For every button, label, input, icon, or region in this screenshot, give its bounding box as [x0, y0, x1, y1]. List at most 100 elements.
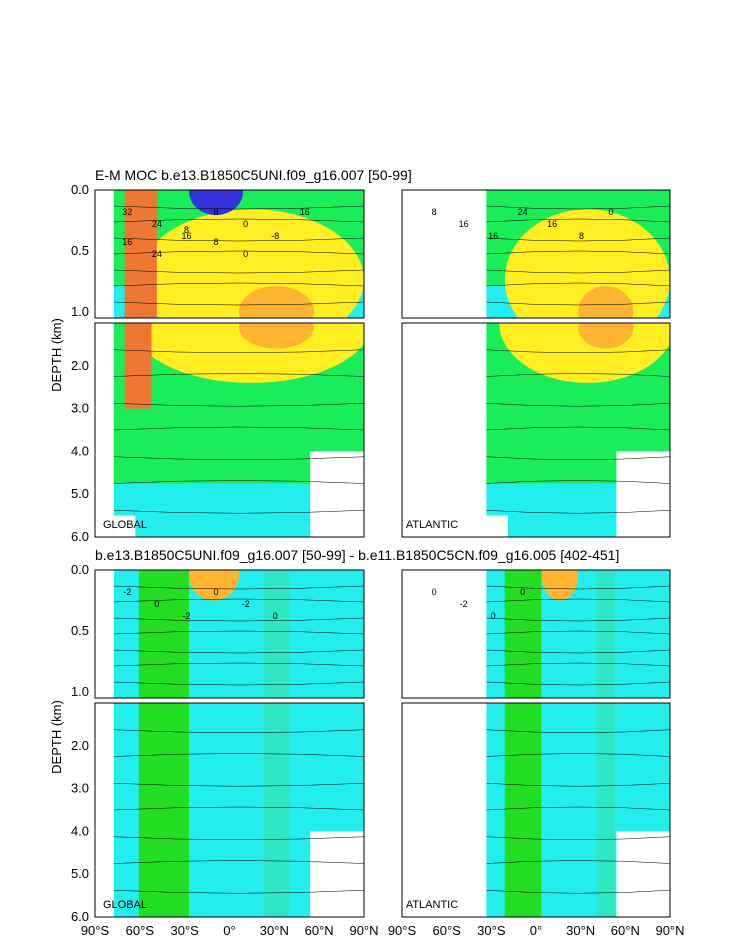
- y-tick-label: 1.0: [71, 684, 89, 699]
- contour-line: [113, 426, 364, 431]
- x-tick-label: 60°N: [611, 923, 640, 938]
- contour-label: 24: [518, 207, 528, 217]
- panel-frame: [401, 322, 671, 538]
- contour-label: 16: [459, 219, 469, 229]
- panel-frame: [94, 702, 365, 918]
- contour-line: [113, 860, 364, 864]
- y-tick-label: 1.0: [71, 304, 89, 319]
- subpanel-u: 0.0 0.5 1.0: [71, 562, 365, 699]
- contour-label: 8: [214, 207, 219, 217]
- field-orange: [541, 570, 579, 601]
- contour-label: 16: [122, 237, 132, 247]
- contour-label: 24: [152, 249, 162, 259]
- contour-label: 8: [579, 231, 584, 241]
- contour-label: 0: [154, 599, 159, 609]
- region-label: GLOBAL: [103, 899, 147, 911]
- subpanel-l: 2.0 3.0 4.0 5.0 6.0: [71, 702, 365, 924]
- contour-label: 16: [181, 231, 191, 241]
- contour-label: 16: [488, 231, 498, 241]
- contour-line: [486, 426, 670, 431]
- field-orange: [578, 323, 634, 349]
- bathymetry: [616, 831, 670, 917]
- panel-top-atlantic: ATLANTIC 8 16 16 24 16 8 0: [401, 189, 671, 538]
- contour-line: [486, 860, 670, 864]
- y-tick-label: 0.0: [71, 182, 89, 197]
- contour-line: [113, 649, 364, 654]
- bathymetry: [616, 451, 670, 537]
- field-yellow: [138, 209, 364, 318]
- contour-line: [486, 630, 670, 635]
- contour-line: [113, 598, 364, 603]
- field-orange: [238, 286, 314, 318]
- contour-line: [113, 729, 364, 733]
- y-tick-label: 3.0: [71, 401, 89, 416]
- region-label: ATLANTIC: [406, 899, 458, 911]
- contour-line: [486, 729, 670, 733]
- contour-line: [113, 349, 364, 353]
- contour-line: [486, 753, 670, 757]
- contour-line: [113, 662, 364, 667]
- region-label: ATLANTIC: [406, 519, 458, 531]
- field-teal-band: [596, 570, 615, 698]
- x-tick-label: 60°S: [126, 923, 155, 938]
- contour-line: [486, 349, 670, 353]
- bottom-ylabel: DEPTH (km): [49, 700, 64, 774]
- contour-label: 0: [243, 219, 248, 229]
- contour-line: [486, 585, 670, 590]
- contour-line: [113, 218, 364, 223]
- contour-line: [113, 783, 364, 787]
- contour-line: [486, 783, 670, 787]
- y-tick-label: 0.0: [71, 562, 89, 577]
- y-tick-label: 6.0: [71, 909, 89, 924]
- y-tick-label: 4.0: [71, 443, 89, 458]
- y-tick-label: 0.5: [71, 623, 89, 638]
- x-tick-label: 0°: [530, 923, 542, 938]
- x-tick-label: 60°S: [432, 923, 461, 938]
- contour-line: [486, 403, 670, 407]
- y-tick-label: 5.0: [71, 866, 89, 881]
- field-green-band: [138, 703, 189, 917]
- x-tick-label: 30°N: [260, 923, 289, 938]
- contour-line: [113, 403, 364, 407]
- contour-label: -8: [271, 231, 279, 241]
- contour-line: [113, 510, 364, 514]
- x-tick-label: 30°S: [477, 923, 506, 938]
- contour-line: [113, 806, 364, 811]
- contour-line: [486, 890, 670, 894]
- subpanel-u: [401, 189, 671, 319]
- bathymetry: [113, 515, 136, 537]
- contour-label: 0: [520, 587, 525, 597]
- y-tick-label: 6.0: [71, 529, 89, 544]
- contour-line: [486, 456, 670, 460]
- contour-line: [486, 649, 670, 654]
- contour-line: [113, 373, 364, 377]
- x-tick-label: 0°: [223, 923, 235, 938]
- contour-label: -2: [242, 599, 250, 609]
- contour-line: [113, 681, 364, 686]
- subpanel-l: 2.0 3.0 4.0 5.0 6.0: [71, 322, 365, 544]
- contour-line: [113, 301, 364, 306]
- contour-line: [486, 617, 670, 622]
- top-title: E-M MOC b.e13.B1850C5UNI.f09_g16.007 [50…: [95, 167, 412, 183]
- contour-line: [486, 681, 670, 686]
- top-ylabel: DEPTH (km): [49, 318, 64, 392]
- x-tick-label: 30°N: [566, 923, 595, 938]
- x-tick-label: 90°N: [655, 923, 684, 938]
- contour-line: [486, 836, 670, 840]
- y-tick-label: 2.0: [71, 358, 89, 373]
- bottom-title: b.e13.B1850C5UNI.f09_g16.007 [50-99] - b…: [95, 547, 619, 563]
- contour-line: [486, 269, 670, 274]
- contour-line: [113, 480, 364, 484]
- region-label: GLOBAL: [103, 519, 147, 531]
- subpanel-l: [401, 322, 671, 538]
- contour-line: [113, 250, 364, 255]
- y-tick-label: 5.0: [71, 486, 89, 501]
- contour-line: [486, 510, 670, 514]
- bathymetry: [310, 451, 364, 537]
- contour-label: 24: [152, 219, 162, 229]
- contour-line: [113, 205, 364, 210]
- x-tick-label: 30°S: [170, 923, 199, 938]
- field-green-band: [138, 570, 189, 698]
- field-green-band: [504, 703, 542, 917]
